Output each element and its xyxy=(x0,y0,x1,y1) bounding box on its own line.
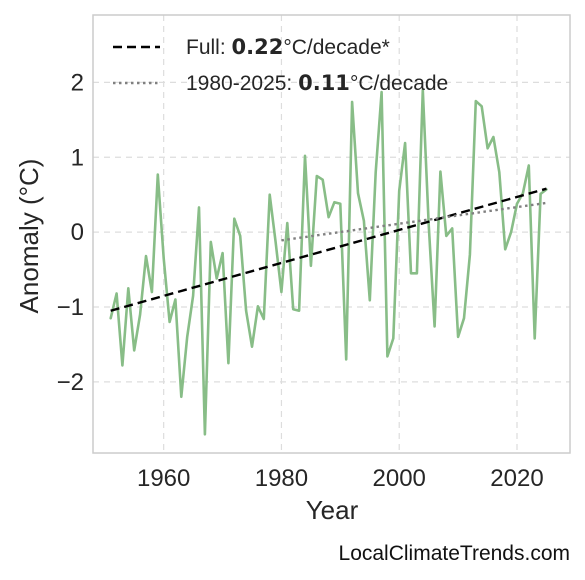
tick-labels: 1960 1980 2000 2020 −2 −1 0 1 2 xyxy=(57,69,544,492)
legend-rate-value: 0.11 xyxy=(298,71,350,95)
anomaly-series-line xyxy=(109,88,548,436)
legend-label: 1980-2025: 0.11°C/decade xyxy=(186,71,448,95)
legend: Full: 0.22°C/decade* 1980-2025: 0.11°C/de… xyxy=(113,35,448,95)
full-trend-line xyxy=(110,187,547,312)
x-tick-label: 1980 xyxy=(255,465,308,492)
recent-trend-line xyxy=(281,201,547,242)
legend-label: Full: 0.22°C/decade* xyxy=(186,35,390,59)
y-tick-label: −2 xyxy=(57,369,84,396)
legend-rate-value: 0.22 xyxy=(232,35,284,59)
x-tick-label: 1960 xyxy=(137,465,190,492)
x-tick-label: 2000 xyxy=(373,465,426,492)
watermark: LocalClimateTrends.com xyxy=(338,542,570,565)
y-tick-label: 0 xyxy=(71,219,84,246)
x-tick-label: 2020 xyxy=(490,465,543,492)
data-layer xyxy=(109,88,548,436)
plot-frame xyxy=(92,14,571,454)
y-tick-label: 2 xyxy=(71,69,84,96)
y-tick-label: 1 xyxy=(71,144,84,171)
y-tick-label: −1 xyxy=(57,294,84,321)
y-axis-title: Anomaly (°C) xyxy=(14,159,44,314)
x-axis-title: Year xyxy=(306,495,359,525)
